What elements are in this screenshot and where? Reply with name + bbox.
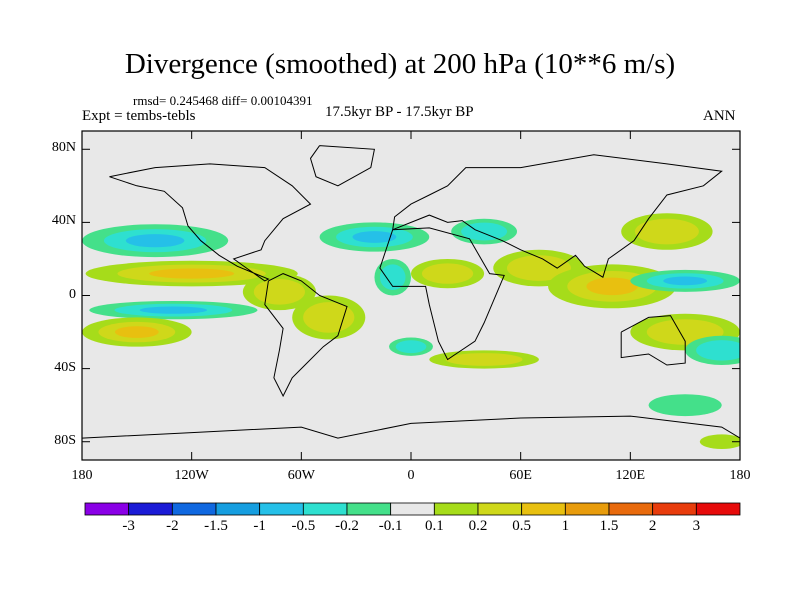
experiment-label: Expt = tembs-tebls [82, 108, 196, 124]
colorbar-label: -2 [166, 518, 179, 534]
colorbar-swatch [564, 502, 610, 516]
positive-divergence-contour [445, 353, 523, 366]
coastline [620, 315, 686, 366]
negative-divergence-contour [139, 306, 208, 314]
colorbar-swatch [128, 502, 173, 516]
colorbar-swatch [608, 502, 654, 516]
x-tick-label: 60W [287, 468, 315, 483]
colorbar-label: 2 [648, 518, 657, 534]
negative-divergence-contour [696, 340, 740, 361]
y-tick-label: 40S [54, 359, 76, 375]
coastline [309, 145, 376, 187]
coastline [392, 154, 723, 278]
colorbar-swatch [652, 502, 697, 516]
negative-divergence-contour [461, 222, 508, 241]
negative-divergence-contour [648, 394, 722, 417]
x-tick-label: 120E [615, 468, 646, 483]
positive-divergence-contour [699, 434, 740, 450]
colorbar-swatch [259, 502, 304, 516]
coastline [264, 273, 348, 398]
colorbar-label: -3 [122, 518, 135, 534]
map-title: Divergence (smoothed) at 200 hPa (10**6 … [124, 48, 676, 80]
colorbar-label: -0.1 [378, 518, 403, 534]
colorbar-label: 1 [561, 518, 570, 534]
colorbar-swatch [477, 502, 523, 516]
positive-divergence-contour [253, 279, 305, 305]
colorbar-label: -1 [253, 518, 266, 534]
colorbar-label: -1.5 [204, 518, 228, 534]
negative-divergence-contour [395, 340, 427, 354]
coastline [379, 227, 505, 361]
coastline [82, 415, 740, 439]
field-layer [82, 145, 740, 450]
y-tick-label: 80S [54, 432, 76, 448]
colorbar-swatch [521, 502, 566, 516]
y-tick-label: 0 [69, 286, 76, 302]
coastline [109, 163, 312, 282]
x-tick-label: 120W [174, 468, 209, 483]
colorbar-label: -0.5 [291, 518, 316, 534]
positive-divergence-contour [114, 326, 159, 338]
positive-divergence-contour [506, 255, 571, 281]
x-tick-label: 180 [729, 468, 751, 483]
period-label: 17.5kyr BP - 17.5kyr BP [325, 104, 474, 120]
y-tick-label: 40N [51, 213, 76, 229]
colorbar-swatch [84, 502, 130, 516]
colorbar-swatch [390, 502, 435, 516]
colorbar-label: 0.5 [512, 518, 532, 534]
colorbar-swatch [171, 502, 217, 516]
negative-divergence-contour [125, 234, 185, 248]
colorbar-label: -0.2 [335, 518, 359, 534]
x-tick-label: 60E [509, 468, 532, 483]
colorbar-label: 1.5 [599, 518, 619, 534]
positive-divergence-contour [634, 218, 699, 245]
colorbar-swatch [302, 502, 348, 516]
x-tick-label: 0 [407, 468, 415, 483]
colorbar-swatch [433, 502, 479, 516]
rmsd-diff-stats: rmsd= 0.245468 diff= 0.00104391 [133, 93, 313, 108]
positive-divergence-contour [149, 268, 235, 279]
negative-divergence-contour [663, 276, 708, 286]
positive-divergence-contour [586, 277, 638, 296]
colorbar-label: 0.1 [424, 518, 444, 534]
positive-divergence-contour [421, 263, 474, 284]
x-tick-label: 180 [71, 468, 93, 483]
y-tick-label: 80N [51, 140, 76, 156]
colorbar-swatch [346, 502, 392, 516]
negative-divergence-contour [379, 264, 406, 291]
colorbar-label: 3 [692, 518, 701, 534]
colorbar-swatch [695, 502, 741, 516]
colorbar-swatch [215, 502, 261, 516]
season-label: ANN [703, 108, 736, 124]
colorbar-label: 0.2 [468, 518, 488, 534]
negative-divergence-contour [352, 231, 397, 243]
